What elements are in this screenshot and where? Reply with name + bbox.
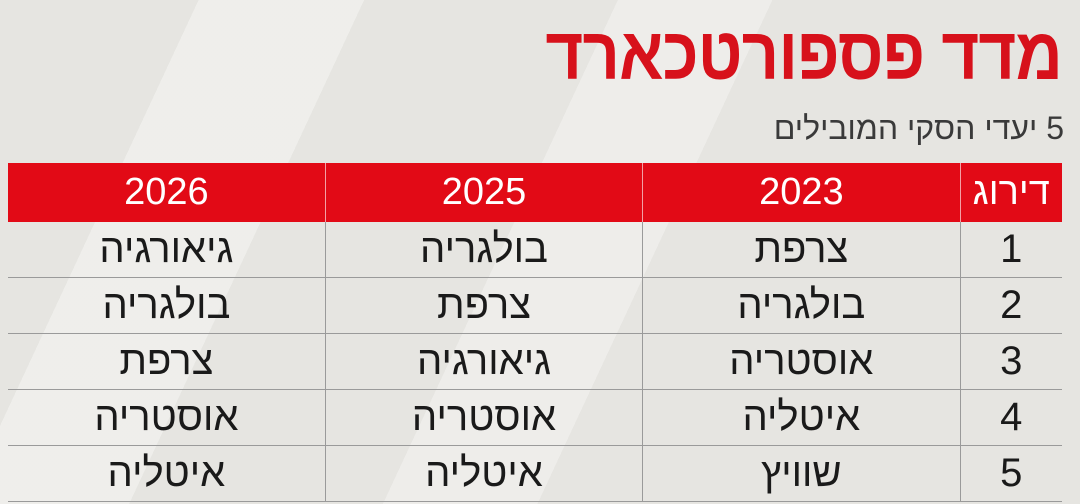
- rank-cell: 5: [959, 445, 1062, 502]
- country-cell: גיאורגיה: [8, 222, 326, 278]
- country-cell: בולגריה: [8, 277, 326, 334]
- country-cell: צרפת: [8, 333, 326, 390]
- column-header: 2025: [324, 163, 643, 222]
- table-row: 1 צרפת בולגריה גיאורגיה: [8, 222, 1062, 278]
- country-cell: בולגריה: [642, 277, 960, 334]
- rank-cell: 3: [959, 333, 1062, 390]
- title: מדד פספורטכארד: [545, 12, 1063, 95]
- country-cell: צרפת: [324, 277, 643, 334]
- column-header: 2023: [642, 163, 960, 222]
- rank-cell: 1: [959, 222, 1062, 278]
- country-cell: איטליה: [8, 445, 326, 502]
- country-cell: צרפת: [642, 222, 960, 278]
- table-row: 3 אוסטריה גיאורגיה צרפת: [8, 333, 1062, 390]
- column-header: 2026: [8, 163, 326, 222]
- subtitle: 5 יעדי הסקי המובילים: [773, 110, 1064, 146]
- rank-cell: 4: [959, 389, 1062, 446]
- ranking-table: דירוג 2023 2025 2026 1 צרפת בולגריה גיאורגיה 2 ב…: [8, 163, 1062, 502]
- country-cell: אוסטריה: [8, 389, 326, 446]
- country-cell: שוויץ: [642, 445, 960, 502]
- country-cell: גיאורגיה: [324, 333, 643, 390]
- country-cell: אוסטריה: [324, 389, 643, 446]
- country-cell: בולגריה: [324, 222, 643, 278]
- country-cell: איטליה: [642, 389, 960, 446]
- table-row: 4 איטליה אוסטריה אוסטריה: [8, 389, 1062, 446]
- header-row: דירוג 2023 2025 2026: [8, 163, 1062, 222]
- table-row: 2 בולגריה צרפת בולגריה: [8, 277, 1062, 334]
- table-row: 5 שוויץ איטליה איטליה: [8, 445, 1062, 502]
- table-body: 1 צרפת בולגריה גיאורגיה 2 בולגריה צרפת בולגריה 3…: [8, 222, 1062, 502]
- column-header: דירוג: [959, 163, 1062, 222]
- country-cell: אוסטריה: [642, 333, 960, 390]
- rank-cell: 2: [959, 277, 1062, 334]
- country-cell: איטליה: [324, 445, 643, 502]
